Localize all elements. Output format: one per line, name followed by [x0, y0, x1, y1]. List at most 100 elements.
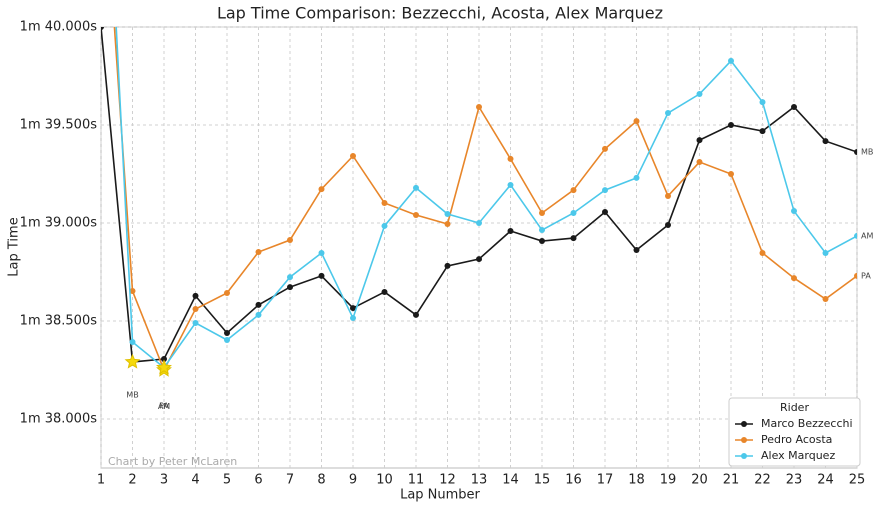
data-point — [822, 138, 829, 145]
data-point — [854, 232, 857, 239]
y-tick-label: 1m 39.000s — [20, 216, 98, 231]
x-tick-label: 14 — [502, 473, 519, 488]
chart-title: Lap Time Comparison: Bezzecchi, Acosta, … — [217, 4, 663, 23]
legend-title: Rider — [780, 401, 809, 414]
data-point — [854, 149, 857, 156]
x-tick-label: 12 — [439, 473, 456, 488]
legend-swatch-marker — [741, 421, 747, 427]
x-tick-label: 9 — [349, 473, 357, 488]
data-point — [444, 210, 451, 217]
data-point — [570, 187, 577, 194]
data-point — [287, 284, 293, 291]
data-point — [129, 338, 136, 345]
fastest-lap-label: AM — [158, 402, 170, 411]
y-tick-label: 1m 38.500s — [20, 314, 98, 329]
data-point — [224, 289, 230, 296]
x-tick-label: 25 — [849, 473, 866, 488]
data-point — [224, 337, 230, 344]
data-point — [507, 228, 514, 235]
x-tick-label: 8 — [317, 473, 325, 488]
data-point — [507, 155, 514, 162]
x-axis-label: Lap Number — [400, 488, 480, 503]
x-tick-label: 1 — [97, 473, 105, 488]
data-point — [318, 186, 325, 193]
data-point — [413, 211, 419, 218]
data-point — [381, 288, 388, 295]
data-point — [192, 306, 199, 313]
data-point — [507, 181, 514, 188]
data-point — [696, 159, 703, 166]
data-point — [791, 275, 797, 282]
data-point — [287, 274, 293, 281]
data-point — [602, 209, 608, 216]
data-point — [759, 128, 766, 135]
data-point — [665, 192, 671, 199]
legend-box — [728, 397, 861, 467]
legend-label: Pedro Acosta — [761, 433, 832, 446]
data-point — [791, 103, 797, 110]
data-point — [602, 187, 608, 194]
data-point — [854, 272, 857, 279]
data-point — [413, 311, 419, 318]
x-tick-label: 7 — [286, 473, 294, 488]
data-point — [665, 110, 671, 117]
data-point — [539, 227, 545, 234]
legend-label: Marco Bezzecchi — [761, 417, 853, 430]
x-tick-label: 20 — [691, 473, 708, 488]
data-point — [255, 311, 262, 318]
y-tick-label: 1m 40.000s — [20, 20, 98, 35]
data-point — [444, 262, 451, 269]
data-point — [444, 220, 451, 227]
data-point — [602, 145, 608, 152]
end-label: AM — [861, 231, 873, 240]
data-point — [381, 222, 388, 229]
legend-swatch-marker — [741, 437, 747, 443]
data-point — [255, 301, 262, 308]
data-point — [822, 249, 829, 256]
data-point — [350, 152, 356, 159]
end-label: PA — [861, 271, 871, 280]
fastest-lap-label: PA — [159, 402, 169, 411]
data-point — [539, 238, 545, 245]
fastest-lap-label: MB — [126, 390, 138, 399]
data-point — [413, 184, 419, 191]
fastest-lap-star — [156, 359, 172, 375]
data-point — [224, 329, 230, 336]
data-point — [476, 220, 482, 226]
data-point — [192, 292, 199, 299]
x-tick-label: 6 — [254, 473, 262, 488]
data-point — [539, 210, 545, 217]
data-point — [728, 171, 734, 177]
grid — [100, 26, 858, 468]
data-point — [255, 249, 262, 256]
x-tick-label: 4 — [191, 473, 199, 488]
data-point — [101, 27, 104, 30]
x-tick-label: 11 — [408, 473, 425, 488]
data-point — [633, 174, 640, 181]
data-point — [696, 91, 703, 98]
data-point — [633, 247, 640, 254]
plot — [101, 27, 857, 377]
legend-swatch-marker — [741, 453, 747, 459]
data-point — [728, 122, 734, 128]
x-tick-label: 16 — [565, 473, 582, 488]
x-tick-label: 15 — [534, 473, 551, 488]
data-point — [476, 103, 482, 110]
data-point — [476, 256, 482, 263]
y-tick-label: 1m 38.000s — [20, 412, 98, 427]
data-point — [161, 356, 167, 363]
data-point — [287, 237, 293, 244]
x-tick-label: 2 — [128, 473, 136, 488]
data-point — [633, 118, 640, 125]
data-point — [728, 57, 734, 64]
x-tick-label: 5 — [223, 473, 231, 488]
y-tick-label: 1m 39.500s — [20, 118, 98, 133]
data-point — [570, 210, 577, 217]
end-label: MB — [861, 148, 873, 157]
data-point — [791, 208, 797, 215]
x-tick-label: 23 — [786, 473, 803, 488]
data-point — [759, 249, 766, 256]
x-tick-label: 17 — [597, 473, 614, 488]
data-point — [318, 249, 325, 256]
